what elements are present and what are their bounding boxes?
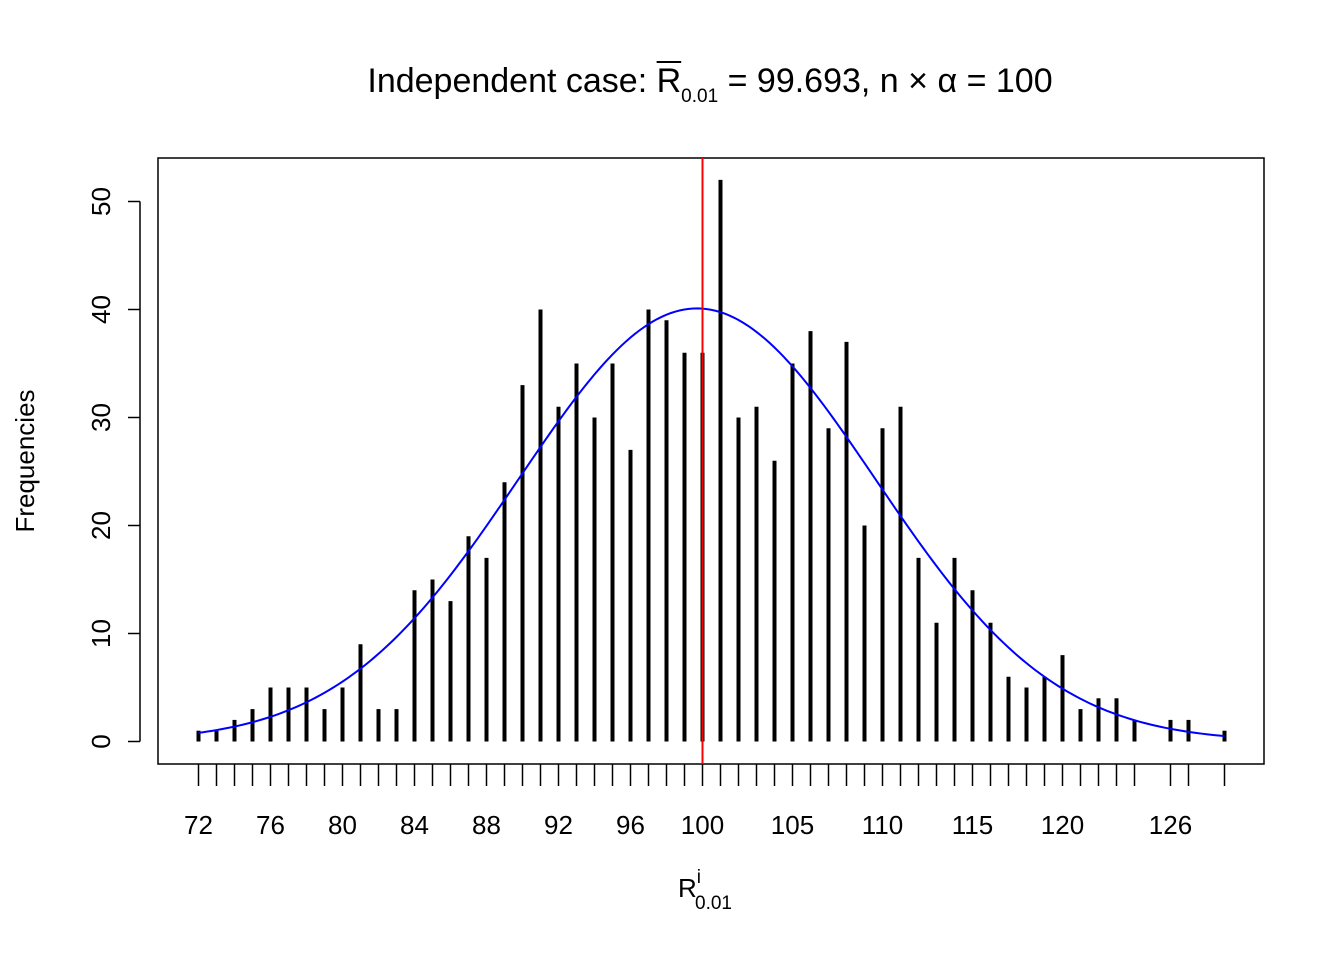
chart-title: Independent case: R0.01 = 99.693, n × α … [367,62,1052,107]
x-tick-label: 110 [862,810,903,840]
x-tick-label: 84 [400,810,429,840]
y-tick-label: 50 [86,187,116,216]
x-tick-label: 92 [544,810,573,840]
y-tick-label: 30 [86,403,116,432]
x-tick-label: 72 [184,810,213,840]
y-tick-label: 40 [86,295,116,324]
bars [196,179,1227,742]
y-axis: 0 10 20 30 40 50 [86,187,141,749]
x-tick-label: 100 [681,810,724,840]
x-tick-label: 88 [472,810,501,840]
x-tick-label: 120 [1041,810,1084,840]
x-axis: 72 76 80 84 88 92 96 100 105 110 115 120 126 [184,764,1226,840]
x-tick-label: 76 [256,810,285,840]
x-tick-label: 105 [771,810,814,840]
y-tick-label: 10 [86,619,116,648]
y-axis-label: Frequencies [10,389,40,532]
x-tick-label: 115 [952,810,993,840]
y-tick-label: 0 [86,734,116,748]
normal-curve [198,307,1225,738]
y-tick-label: 20 [86,511,116,540]
x-tick-label: 96 [616,810,645,840]
x-tick-label: 126 [1149,810,1192,840]
x-tick-label: 80 [328,810,357,840]
x-axis-label: Ri 0.01 [678,867,732,914]
plot-frame [157,157,1265,765]
